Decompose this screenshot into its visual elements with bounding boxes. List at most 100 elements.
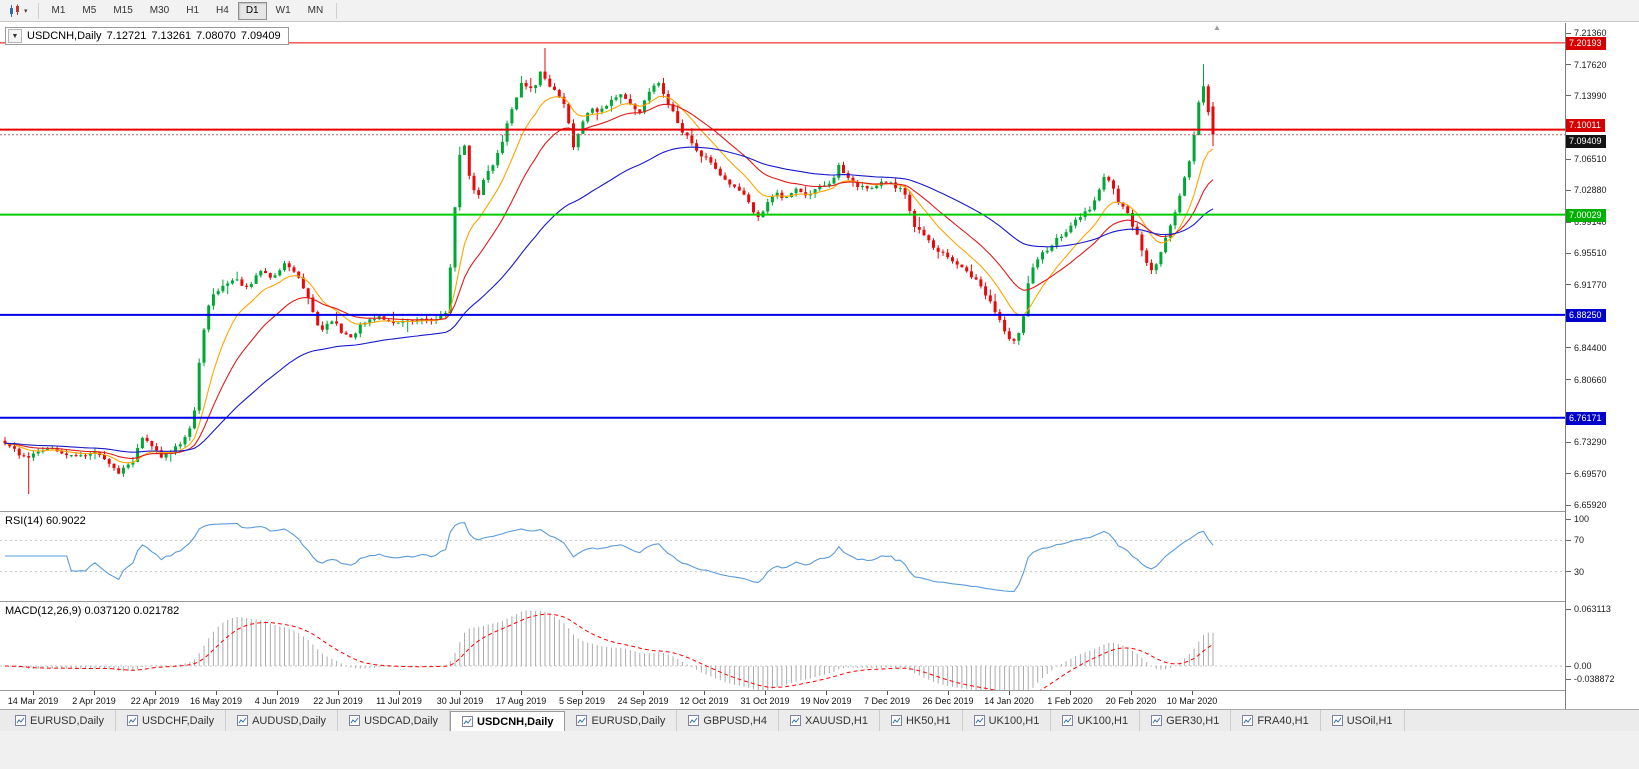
mini-chart-icon <box>237 715 249 726</box>
time-tickmark <box>155 691 156 695</box>
chart-tab-uk100-h1[interactable]: UK100,H1 <box>1051 710 1141 731</box>
one-click-trading-toggle[interactable]: ▼ <box>8 29 22 43</box>
price-tick: 6.73290 <box>1566 437 1607 447</box>
mini-chart-icon <box>1062 715 1074 726</box>
price-tick: 7.06510 <box>1566 154 1607 164</box>
price-axis[interactable]: 7.21360 7.17620 7.13990 7.06510 7.02880 6.991… <box>1565 23 1639 709</box>
macd-canvas[interactable] <box>0 602 1565 690</box>
timeframe-button-D1[interactable]: D1 <box>237 1 267 20</box>
price-level-label: 7.09409 <box>1566 134 1606 148</box>
chart-tab-usdcnh-daily[interactable]: USDCNH,Daily <box>450 711 566 731</box>
timeframe-button-M5[interactable]: M5 <box>82 4 97 16</box>
chart-tab-hk50-h1[interactable]: HK50,H1 <box>880 710 963 731</box>
time-axis[interactable]: 14 Mar 2019 2 Apr 2019 22 Apr 2019 16 May 2… <box>0 691 1565 709</box>
chart-tab-bar: EURUSD,Daily USDCHF,Daily AUDUSD,Daily USDC… <box>0 709 1639 731</box>
price-level-label: 7.00029 <box>1566 208 1606 222</box>
chart-tab-uk100-h1[interactable]: UK100,H1 <box>963 710 1052 731</box>
timeframe-button-MN[interactable]: MN <box>307 4 324 16</box>
price-tick: 7.21360 <box>1566 28 1607 38</box>
panel-divider[interactable] <box>0 601 1639 602</box>
price-tick: 7.02880 <box>1566 185 1607 195</box>
mini-chart-icon <box>890 715 902 726</box>
chart-tab-label: UK100,H1 <box>988 714 1040 727</box>
chart-tab-label: UK100,H1 <box>1077 714 1129 727</box>
price-tick: 7.13990 <box>1566 91 1607 101</box>
time-axis-label: 24 Sep 2019 <box>617 696 669 706</box>
chart-tab-usoil-h1[interactable]: USOil,H1 <box>1321 710 1405 731</box>
macd-axis-tick: 0.063113 <box>1566 604 1611 614</box>
rsi-axis-tick: 70 <box>1566 535 1584 545</box>
time-tickmark <box>33 691 34 695</box>
chart-tab-label: EURUSD,Daily <box>30 714 104 727</box>
rsi-canvas[interactable] <box>0 512 1565 601</box>
mini-chart-icon <box>1151 715 1163 726</box>
time-axis-label: 22 Apr 2019 <box>130 696 180 706</box>
price-level-label: 7.10011 <box>1566 118 1605 132</box>
time-axis-label: 30 Jul 2019 <box>436 696 484 706</box>
time-tickmark <box>948 691 949 695</box>
chart-tab-ger30-h1[interactable]: GER30,H1 <box>1140 710 1232 731</box>
ohlc-open: 7.12721 <box>106 30 147 42</box>
time-axis-label: 14 Jan 2020 <box>984 696 1034 706</box>
price-tick: 6.84400 <box>1566 343 1607 353</box>
chart-type-button[interactable]: ▾ <box>3 2 33 20</box>
main-chart-canvas[interactable] <box>0 23 1565 511</box>
time-tickmark <box>521 691 522 695</box>
rsi-axis-tick: 30 <box>1566 567 1584 577</box>
chart-ohlc-header: ▼ USDCNH,Daily 7.12721 7.13261 7.08070 7… <box>5 27 289 45</box>
timeframe-button-H1[interactable]: H1 <box>186 4 200 16</box>
chart-shift-marker: ▲ <box>1213 23 1221 32</box>
ohlc-low: 7.08070 <box>196 30 236 42</box>
chart-tab-fra40-h1[interactable]: FRA40,H1 <box>1231 710 1321 731</box>
time-axis-label: 31 Oct 2019 <box>740 696 790 706</box>
chart-tab-gbpusd-h4[interactable]: GBPUSD,H4 <box>677 710 779 731</box>
time-axis-label: 11 Jul 2019 <box>376 696 422 706</box>
timeframe-button-M15[interactable]: M15 <box>113 4 133 16</box>
time-tickmark <box>460 691 461 695</box>
chart-tab-usdchf-daily[interactable]: USDCHF,Daily <box>116 710 227 731</box>
chart-tab-label: FRA40,H1 <box>1257 714 1309 727</box>
price-tick: 6.69570 <box>1566 469 1607 479</box>
price-level-label: 6.76171 <box>1566 411 1606 425</box>
timeframe-button-H4[interactable]: H4 <box>216 4 229 16</box>
rsi-label: RSI(14) 60.9022 <box>5 515 86 527</box>
macd-label: MACD(12,26,9) 0.037120 0.021782 <box>5 605 180 617</box>
chart-tab-eurusd-daily[interactable]: EURUSD,Daily <box>4 710 116 731</box>
price-tick: 7.17620 <box>1566 60 1607 70</box>
chart-tab-audusd-daily[interactable]: AUDUSD,Daily <box>226 710 339 731</box>
chevron-down-icon: ▾ <box>24 7 28 15</box>
mini-chart-icon <box>1331 715 1343 726</box>
price-tick: 6.65920 <box>1566 500 1607 510</box>
chart-tab-label: USDCAD,Daily <box>364 714 439 727</box>
time-tickmark <box>582 691 583 695</box>
time-axis-label: 19 Nov 2019 <box>800 696 852 706</box>
chart-tab-label: USDCHF,Daily <box>141 714 215 727</box>
time-axis-label: 2 Apr 2019 <box>72 696 116 706</box>
mini-chart-icon <box>462 716 474 727</box>
top-toolbar: ▾ M1 M5 M15 M30 H1 H4 D1 W1 MN <box>0 0 1639 22</box>
ohlc-high: 7.13261 <box>151 30 192 42</box>
rsi-axis-tick: 100 <box>1566 514 1589 524</box>
time-axis-label: 20 Feb 2020 <box>1105 696 1157 706</box>
mini-chart-icon <box>789 715 801 726</box>
timeframe-button-M30[interactable]: M30 <box>149 4 170 16</box>
time-axis-label: 26 Dec 2019 <box>922 696 974 706</box>
chart-tab-xauusd-h1[interactable]: XAUUSD,H1 <box>779 710 880 731</box>
mini-chart-icon <box>126 715 138 726</box>
time-axis-label: 16 May 2019 <box>189 696 243 706</box>
timeframe-button-M1[interactable]: M1 <box>51 4 66 16</box>
chart-tab-usdcad-daily[interactable]: USDCAD,Daily <box>338 710 451 731</box>
time-tickmark <box>1192 691 1193 695</box>
chart-tab-label: USDCNH,Daily <box>477 715 554 728</box>
time-axis-label: 4 Jun 2019 <box>254 696 300 706</box>
chart-tab-eurusd-daily[interactable]: EURUSD,Daily <box>565 710 678 731</box>
time-tickmark <box>94 691 95 695</box>
timeframe-button-W1[interactable]: W1 <box>275 4 291 16</box>
ohlc-close: 7.09409 <box>240 30 281 42</box>
price-level-label: 6.88250 <box>1566 308 1606 322</box>
time-axis-label: 12 Oct 2019 <box>679 696 729 706</box>
time-axis-label: 7 Dec 2019 <box>863 696 911 706</box>
panel-divider[interactable] <box>0 511 1639 512</box>
chart-tab-label: XAUUSD,H1 <box>804 714 868 727</box>
time-axis-label: 5 Sep 2019 <box>558 696 606 706</box>
